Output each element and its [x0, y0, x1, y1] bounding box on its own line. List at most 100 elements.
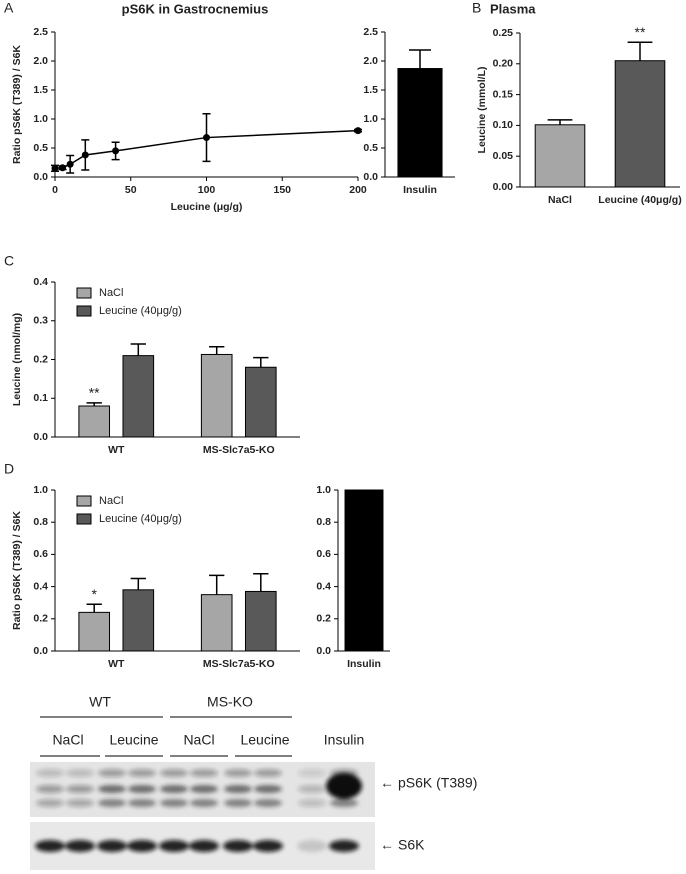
- y-tick-label: 0.0: [33, 171, 48, 183]
- x-tick-label: 0: [52, 184, 58, 196]
- band: [160, 785, 188, 793]
- legend-label: Leucine (40μg/g): [99, 305, 182, 317]
- y-tick-label: 2.5: [363, 26, 378, 38]
- y-tick-label: 0.4: [33, 276, 48, 288]
- data-point: [66, 160, 74, 168]
- band: [190, 785, 218, 793]
- legend-swatch: [76, 305, 92, 317]
- data-point: [354, 127, 362, 135]
- x-tick-label: WT: [108, 444, 125, 456]
- y-tick-label: 1.0: [363, 113, 378, 125]
- y-tick-label: 1.5: [33, 84, 48, 96]
- y-tick-label: 0.8: [316, 516, 331, 528]
- band: [189, 840, 219, 852]
- y-tick-label: 1.0: [33, 484, 48, 496]
- x-tick-label: Leucine (40μg/g): [598, 194, 681, 206]
- y-tick-label: 0.05: [493, 150, 514, 162]
- lane-label: Leucine: [109, 732, 158, 748]
- y-tick-label: 0.20: [493, 58, 514, 70]
- y-axis-label: Leucine (nmol/mg): [11, 313, 23, 406]
- y-tick-label: 0.6: [33, 548, 48, 560]
- x-tick-label: Insulin: [347, 658, 381, 670]
- data-point: [59, 164, 67, 172]
- y-tick-label: 0.4: [316, 580, 331, 592]
- band: [35, 840, 65, 852]
- bands: [35, 769, 362, 852]
- x-tick-label: 100: [198, 184, 216, 196]
- error-bar: [547, 119, 573, 125]
- y-tick-label: 2.0: [363, 55, 378, 67]
- band: [224, 785, 252, 793]
- x-tick-label: MS-Slc7a5-KO: [203, 658, 275, 670]
- x-tick-label: 50: [125, 184, 137, 196]
- band: [97, 840, 127, 852]
- band: [298, 799, 326, 807]
- significance: *: [91, 586, 97, 602]
- legend-swatch: [76, 287, 92, 299]
- y-tick-label: 1.0: [33, 113, 48, 125]
- y-axis-label: Leucine (mmol/L): [476, 67, 488, 154]
- band-arrow: ←: [380, 837, 394, 853]
- band-arrow: ←: [380, 775, 394, 791]
- y-tick-label: 0.6: [316, 548, 331, 560]
- bar: [244, 366, 277, 438]
- y-tick-label: 2.0: [33, 55, 48, 67]
- x-tick-label: Insulin: [403, 184, 437, 196]
- y-tick-label: 0.2: [33, 353, 48, 365]
- y-tick-label: 0.2: [316, 613, 331, 625]
- y-tick-label: 1.5: [363, 84, 378, 96]
- band: [128, 769, 156, 777]
- band: [190, 769, 218, 777]
- y-tick-label: 0.0: [33, 645, 48, 657]
- data-point: [81, 151, 89, 159]
- bar: [78, 611, 111, 652]
- error-bar: [408, 49, 432, 69]
- band: [330, 799, 358, 807]
- y-tick-label: 0.0: [33, 431, 48, 443]
- band: [298, 785, 326, 793]
- panel-label: B: [472, 0, 481, 16]
- bar: [534, 124, 586, 188]
- panel-label: D: [4, 461, 14, 477]
- band: [36, 785, 64, 793]
- x-tick-label: 150: [273, 184, 291, 196]
- legend-label: NaCl: [99, 495, 123, 507]
- band: [66, 799, 94, 807]
- band-label: S6K: [398, 837, 425, 853]
- error-bar: [209, 345, 225, 355]
- band-label: pS6K (T389): [398, 775, 477, 791]
- x-tick-label: WT: [108, 658, 125, 670]
- y-tick-label: 0.10: [493, 119, 514, 131]
- error-bar: [86, 603, 102, 613]
- bar: [344, 489, 384, 652]
- data-point: [51, 164, 59, 172]
- x-tick-label: 200: [349, 184, 367, 196]
- y-tick-label: 1.0: [316, 484, 331, 496]
- band: [65, 840, 95, 852]
- lane-label: NaCl: [183, 732, 214, 748]
- band: [297, 840, 327, 852]
- band: [298, 769, 326, 777]
- lane-label: NaCl: [52, 732, 83, 748]
- band: [254, 769, 282, 777]
- y-axis-label: Ratio pS6K (T389) / S6K: [11, 511, 23, 630]
- panel-label: C: [4, 253, 14, 269]
- x-tick-label: MS-Slc7a5-KO: [203, 444, 275, 456]
- band: [98, 769, 126, 777]
- y-tick-label: 0.3: [33, 315, 48, 327]
- band: [160, 769, 188, 777]
- bar: [244, 590, 277, 652]
- lane-label: Insulin: [324, 732, 364, 748]
- y-tick-label: 0.5: [33, 142, 48, 154]
- x-tick-label: NaCl: [548, 194, 572, 206]
- legend-label: NaCl: [99, 287, 123, 299]
- group-label: WT: [89, 694, 111, 710]
- bar: [614, 60, 666, 188]
- y-tick-label: 2.5: [33, 26, 48, 38]
- legend-label: Leucine (40μg/g): [99, 513, 182, 525]
- y-tick-label: 0.00: [493, 181, 514, 193]
- band: [128, 785, 156, 793]
- y-tick-label: 0.15: [493, 88, 514, 100]
- band: [253, 840, 283, 852]
